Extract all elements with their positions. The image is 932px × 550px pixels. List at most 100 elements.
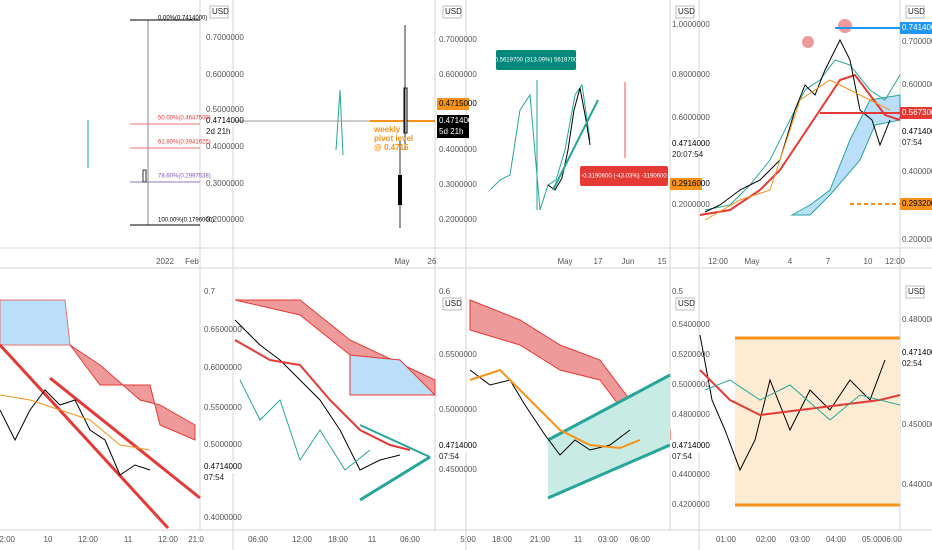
price-axis-label: 0.5500000	[439, 350, 477, 359]
price-axis-label: 0.5500000	[204, 403, 242, 412]
currency-box	[209, 5, 229, 19]
currency-box	[905, 5, 925, 19]
time-axis-label: 06:00	[248, 535, 269, 544]
price-axis-label: 0.4000000	[439, 145, 477, 154]
time-axis-label: 10	[44, 535, 53, 544]
price-axis-label: 1.0000000	[672, 20, 710, 29]
time-axis-label: 7	[826, 257, 831, 266]
time-axis-label: 12:00	[158, 535, 179, 544]
currency-box	[442, 297, 462, 311]
price-tag: 0.2932000	[902, 199, 932, 208]
time-axis-label: 01:00	[716, 535, 737, 544]
last-price: 0.4714000	[672, 139, 710, 148]
price-tag: 0.7414000	[902, 23, 932, 32]
time-axis-label: 11	[124, 535, 133, 544]
time-axis-label: 21:0	[188, 535, 204, 544]
time-axis-label: 2022	[156, 257, 174, 266]
price-axis-label: 0.6500000	[204, 325, 242, 334]
fib-level-label: 100.00%(0.1796000)	[158, 218, 214, 224]
countdown: 07:54	[204, 473, 225, 482]
last-price-bg	[900, 126, 932, 138]
time-axis-label: May	[394, 257, 409, 266]
time-axis-label: 12:00	[708, 257, 729, 266]
fib-level-label: 61.80%(0.3941625)	[158, 140, 211, 146]
price-axis-label: 0.7	[204, 287, 216, 296]
last-price: 0.4714000	[206, 116, 244, 125]
currency-box	[905, 285, 925, 299]
measure-up-box	[496, 50, 576, 70]
measure-down: -0.3190600 (-43.03%) -3190600	[581, 174, 667, 180]
price-axis-label: 0.5000000	[439, 405, 477, 414]
price-axis-label: 0.4800000	[672, 410, 710, 419]
time-axis-label: Jun	[622, 257, 635, 266]
currency-label: USD	[212, 7, 229, 16]
time-axis-label: 02:00	[756, 535, 777, 544]
price-axis-label: 0.6000000	[902, 80, 932, 89]
price-tag: 0.4715000	[439, 99, 477, 108]
price-axis-label: 0.6000000	[204, 363, 242, 372]
currency-label: USD	[908, 7, 925, 16]
price-axis-label: 0.4200000	[672, 500, 710, 509]
fib-level-label: 50.00%(0.4647500)	[158, 116, 211, 122]
annotation: @ 0.4715	[374, 143, 409, 152]
triangle-drawing	[234, 299, 437, 502]
price-axis-label: 0.6000000	[672, 113, 710, 122]
price-axis-label: 0.5000000	[204, 440, 242, 449]
price-tag: 0.2916000	[672, 179, 710, 188]
currency-label: USD	[445, 7, 462, 16]
price-axis-label: 0.8000000	[672, 70, 710, 79]
last-price-bg	[202, 461, 234, 473]
price-axis-label: 0.7000000	[206, 33, 244, 42]
countdown: 07:54	[672, 452, 693, 461]
countdown: 07:54	[439, 452, 460, 461]
price-axis-label: 0.2000000	[439, 215, 477, 224]
price-axis-label: 0.6000000	[439, 70, 477, 79]
last-price: 0.4714000	[902, 348, 932, 357]
price-axis-label: 0.4000000	[902, 167, 932, 176]
ichimoku-drawing	[699, 19, 901, 221]
time-axis-label: 12:00	[885, 257, 906, 266]
fib-drawing	[87, 19, 200, 226]
last-price-bg	[204, 115, 236, 127]
countdown: 07:54	[902, 138, 923, 147]
price-axis-label: 0.4400000	[902, 480, 932, 489]
time-axis-label: 11	[574, 535, 583, 544]
time-axis-label: May	[557, 257, 572, 266]
price-axis-label: 0.4800000	[902, 315, 932, 324]
time-axis-label: 18:00	[492, 535, 513, 544]
time-axis-label: 05:00	[862, 535, 883, 544]
price-axis-label: 0.2000000	[672, 200, 710, 209]
countdown: 5d 21h	[439, 127, 463, 136]
time-axis-label: 17	[594, 257, 603, 266]
last-price: 0.4714000	[902, 127, 932, 136]
annotation: weekly	[373, 125, 401, 134]
last-price: 0.4714000	[439, 116, 477, 125]
time-axis-label: 21:00	[530, 535, 551, 544]
price-tag-bg	[900, 107, 932, 119]
price-axis-label: 0.4000000	[206, 142, 244, 151]
time-axis-label: 06:00	[630, 535, 651, 544]
last-price: 0.4714000	[439, 441, 477, 450]
currency-box	[442, 5, 462, 19]
price-axis-label: 0.5000000	[672, 380, 710, 389]
time-axis-label: 12:00	[78, 535, 99, 544]
price-axis-label: 0.5	[672, 287, 684, 296]
time-axis-label: 10	[864, 257, 873, 266]
price-axis-label: 0.6000000	[206, 70, 244, 79]
measure-down-box	[580, 166, 668, 186]
currency-label: USD	[908, 287, 925, 296]
time-axis-label: Feb	[185, 257, 199, 266]
price-axis-label: 0.5400000	[672, 320, 710, 329]
last-price: 0.4714000	[672, 441, 710, 450]
price-axis-label: 0.2000000	[902, 235, 932, 244]
time-axis-label: 12:00	[0, 535, 16, 544]
last-price-bg	[670, 440, 702, 452]
time-axis-label: May	[744, 257, 759, 266]
price-tag-bg	[670, 178, 702, 190]
annotation: pivot level	[374, 134, 413, 143]
last-price-bg	[670, 138, 702, 150]
price-axis-label: 0.3000000	[439, 180, 477, 189]
currency-label: USD	[678, 7, 695, 16]
time-axis-label: 12:00	[292, 535, 313, 544]
